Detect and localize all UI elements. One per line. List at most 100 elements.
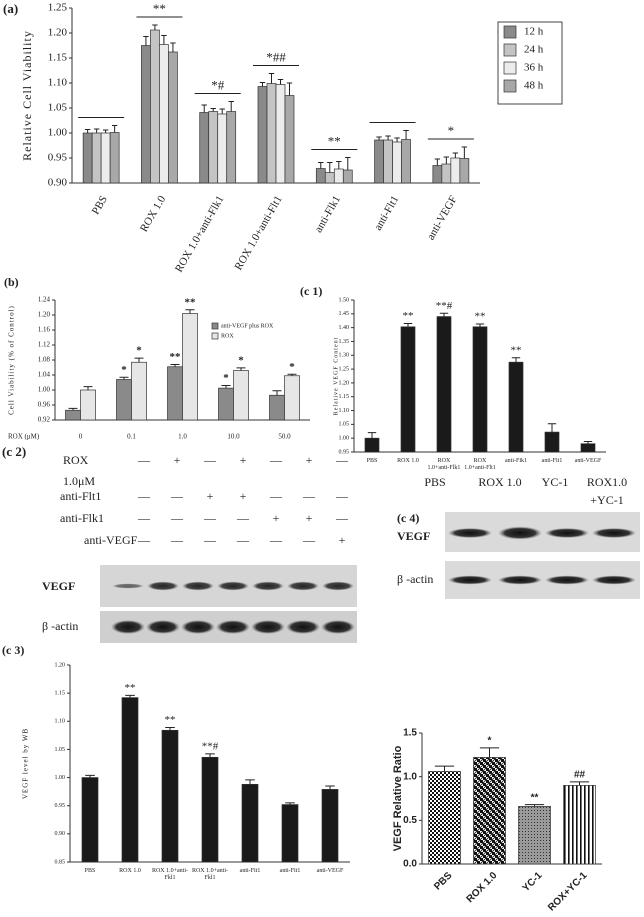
bar	[450, 157, 461, 184]
significance-label: **	[403, 310, 414, 322]
error-bar	[327, 162, 333, 173]
y-axis-label: Cell Viability (% of Control)	[8, 305, 16, 415]
bar	[182, 313, 198, 421]
row-label: ROX	[63, 453, 89, 467]
error-bar	[68, 407, 78, 411]
significance-label: *	[223, 372, 229, 384]
y-tick-label: 1.20	[38, 311, 51, 319]
significance-label: *##	[266, 49, 286, 64]
bar	[168, 51, 178, 184]
significance-label: *	[238, 354, 244, 366]
y-tick-label: 1.30	[339, 353, 350, 359]
error-bar	[434, 158, 441, 166]
blot-band	[146, 620, 180, 634]
error-bar	[219, 108, 225, 114]
x-tick-label: ROX 1.0+anti-Flt1	[232, 194, 284, 273]
legend-swatch	[503, 61, 517, 75]
bar	[364, 437, 380, 453]
blot-band	[251, 620, 285, 634]
legend-label: 24 h	[524, 44, 544, 56]
sign: —	[170, 489, 184, 503]
bar	[161, 729, 179, 863]
y-tick-label: 1.05	[55, 747, 66, 753]
panel-label: (c 2)	[2, 444, 26, 459]
error-bar	[93, 128, 100, 133]
x-tick-label: 0	[79, 433, 83, 441]
sign: —	[335, 453, 349, 467]
sign: +	[306, 511, 313, 525]
x-tick-label-box: anti-VEGF	[575, 458, 602, 464]
error-bar	[376, 136, 382, 140]
error-bar	[277, 79, 284, 85]
x-tick-label: 1.0	[178, 433, 187, 441]
error-bar	[318, 162, 324, 169]
bar	[121, 697, 139, 863]
band-label: β -actin	[42, 619, 78, 633]
error-bar	[286, 82, 293, 96]
legend-swatch	[503, 25, 517, 39]
blot-band	[181, 620, 215, 634]
sign: —	[203, 453, 217, 467]
error-bar	[583, 440, 593, 444]
panel-label: (c 1)	[300, 284, 322, 298]
y-axis-label: VEGF level by WB	[22, 728, 30, 799]
y-tick-label: 1.50	[339, 297, 350, 303]
significance-label: **	[125, 682, 136, 694]
significance-label: **#	[436, 300, 453, 312]
y-tick-label: 1.20	[55, 662, 66, 668]
y-tick-label: 1.00	[48, 127, 68, 139]
error-bar	[185, 309, 195, 314]
error-bar	[336, 161, 342, 169]
sign: —	[137, 533, 151, 547]
error-bar	[394, 137, 400, 142]
error-bar	[403, 322, 413, 327]
bar	[281, 804, 299, 863]
x-tick-label: anti-Flk1	[313, 194, 344, 235]
x-tick-label-box: PBS	[367, 458, 378, 464]
bar	[563, 785, 596, 865]
row-label: anti-Flt1	[60, 489, 101, 503]
x-tick-label: anti-Flt1	[239, 868, 261, 874]
bar	[374, 139, 384, 184]
bar	[459, 158, 470, 184]
x-tick-label-box: ROX 1.0+anti-Flt1	[464, 458, 496, 471]
bar	[257, 86, 268, 184]
significance-label: ##	[574, 770, 586, 781]
x-tick-label: PBS	[84, 868, 96, 874]
y-tick-label: 0.85	[55, 859, 66, 865]
x-tick-label: anti-Flk1	[505, 458, 527, 464]
y-tick-label: 1.25	[339, 366, 350, 372]
x-tick-label: PBS	[432, 870, 455, 893]
sign: —	[236, 511, 250, 525]
blot-band	[545, 528, 589, 538]
sign: +	[339, 533, 346, 547]
bar	[436, 316, 452, 453]
error-bar	[452, 152, 459, 158]
sign: —	[236, 533, 250, 547]
panel-label: (b)	[4, 275, 19, 289]
y-tick-label: 0.95	[339, 449, 350, 455]
legend-label: ROX	[221, 333, 234, 339]
bar	[141, 45, 151, 184]
error-bar	[434, 765, 455, 772]
error-bar	[439, 312, 449, 317]
y-tick-label: 1.0	[403, 771, 417, 782]
sign: +	[174, 453, 181, 467]
y-axis-label: VEGF Relative Ratio	[392, 745, 404, 851]
x-tick-label-box: ROX 1.0+anti-Fkl1	[152, 868, 188, 881]
blot-band	[286, 620, 320, 634]
bar	[233, 370, 249, 421]
y-tick-label: 1.15	[339, 394, 350, 400]
legend-swatch	[503, 43, 517, 57]
bar	[91, 132, 102, 184]
error-bar	[479, 747, 500, 758]
x-tick-label: anti-Flt1	[279, 868, 301, 874]
bar	[315, 168, 326, 184]
error-bar	[475, 323, 485, 327]
x-tick-label-box: ROX 1.0	[397, 458, 419, 464]
panel-label: (c 3)	[2, 643, 24, 657]
y-tick-label: 1.35	[339, 339, 350, 345]
bar	[226, 111, 237, 184]
error-bar	[84, 129, 91, 133]
blot-band	[112, 583, 144, 589]
